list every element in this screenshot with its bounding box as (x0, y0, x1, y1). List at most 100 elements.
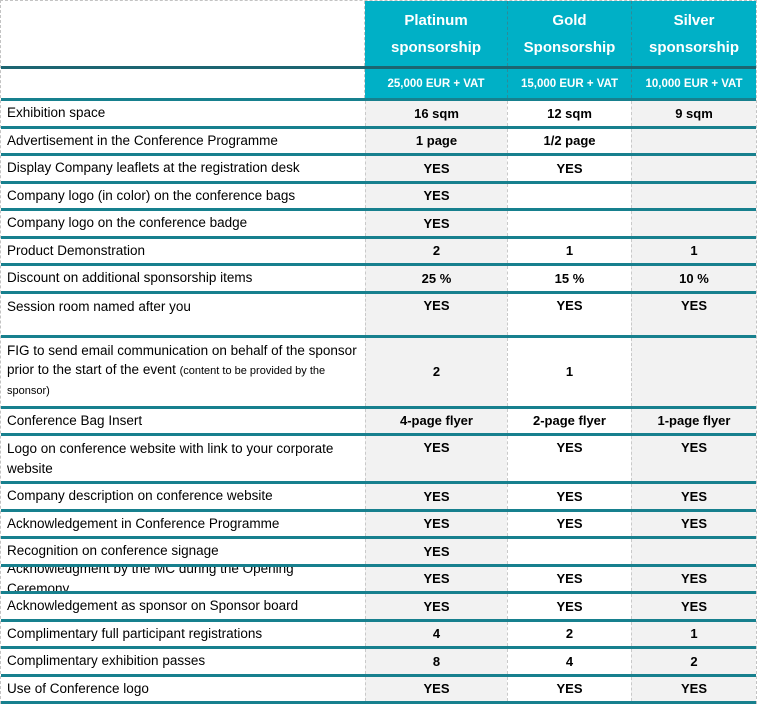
gold-value: YES (507, 511, 631, 536)
table-row: FIG to send email communication on behal… (1, 337, 756, 409)
price-row: 25,000 EUR + VAT 15,000 EUR + VAT 10,000… (1, 69, 756, 101)
gold-value: YES (507, 594, 631, 619)
gold-value: 2 (507, 621, 631, 646)
silver-value: 10 % (631, 266, 756, 291)
platinum-value: 4 (365, 621, 507, 646)
platinum-value: YES (365, 676, 507, 701)
silver-value (631, 211, 756, 236)
table-row: Product Demonstration 2 1 1 (1, 238, 756, 266)
silver-value: YES (631, 484, 756, 509)
feature-label-text: Discount on additional sponsorship items (7, 270, 253, 286)
feature-label-text: Complimentary exhibition passes (7, 653, 206, 669)
feature-label: Logo on conference website with link to … (1, 436, 365, 481)
gold-value: YES (507, 293, 631, 335)
table-row: Complimentary exhibition passes 8 4 2 (1, 649, 756, 677)
silver-value (631, 156, 756, 181)
feature-label-text: Display Company leaflets at the registra… (7, 160, 300, 176)
silver-value: YES (631, 511, 756, 536)
table-row: Use of Conference logo YES YES YES (1, 676, 756, 704)
feature-label-text: Use of Conference logo (7, 680, 149, 696)
silver-value: 9 sqm (631, 101, 756, 126)
platinum-value: YES (365, 594, 507, 619)
gold-value: YES (507, 566, 631, 591)
silver-value (631, 128, 756, 153)
feature-label-text: Acknowledgement as sponsor on Sponsor bo… (7, 598, 299, 614)
table-row: Advertisement in the Conference Programm… (1, 128, 756, 156)
header-spacer-cell (1, 1, 365, 66)
table-row: Conference Bag Insert 4-page flyer 2-pag… (1, 408, 756, 436)
platinum-value: 1 page (365, 128, 507, 153)
feature-label: Complimentary full participant registrat… (1, 621, 365, 646)
table-row: Exhibition space 16 sqm 12 sqm 9 sqm (1, 101, 756, 129)
feature-label-text: Acknowledgment by the MC during the Open… (7, 566, 294, 592)
silver-value (631, 539, 756, 564)
gold-value: 1/2 page (507, 128, 631, 153)
table-row: Company logo (in color) on the conferenc… (1, 183, 756, 211)
gold-value (507, 211, 631, 236)
platinum-value: YES (365, 511, 507, 536)
table-row: Display Company leaflets at the registra… (1, 156, 756, 184)
silver-value: YES (631, 293, 756, 335)
feature-label: Exhibition space (1, 101, 365, 126)
silver-value: 1-page flyer (631, 408, 756, 433)
gold-value: 1 (507, 238, 631, 263)
price-gold: 15,000 EUR + VAT (507, 69, 631, 98)
gold-value: YES (507, 156, 631, 181)
feature-label-text: Complimentary full participant registrat… (7, 625, 263, 641)
price-spacer-cell (1, 69, 365, 98)
silver-value: YES (631, 436, 756, 481)
feature-label-text: FIG to send email communication on behal… (7, 342, 357, 378)
gold-value: 4 (507, 649, 631, 674)
feature-label-text: Conference Bag Insert (7, 412, 143, 428)
price-platinum: 25,000 EUR + VAT (365, 69, 507, 98)
feature-label: Company description on conference websit… (1, 484, 365, 509)
table-row: Session room named after you YES YES YES (1, 293, 756, 338)
platinum-value: 2 (365, 238, 507, 263)
table-row: Company description on conference websit… (1, 484, 756, 512)
silver-value: YES (631, 676, 756, 701)
price-silver: 10,000 EUR + VAT (631, 69, 756, 98)
table-row: Discount on additional sponsorship items… (1, 266, 756, 294)
feature-rows-container: Exhibition space 16 sqm 12 sqm 9 sqm Adv… (1, 101, 756, 704)
table-row: Complimentary full participant registrat… (1, 621, 756, 649)
gold-value: YES (507, 436, 631, 481)
feature-label-text: Product Demonstration (7, 242, 146, 258)
gold-value: YES (507, 484, 631, 509)
platinum-value: YES (365, 436, 507, 481)
feature-label: FIG to send email communication on behal… (1, 337, 365, 406)
platinum-value: 25 % (365, 266, 507, 291)
silver-value (631, 183, 756, 208)
silver-value: 2 (631, 649, 756, 674)
platinum-value: YES (365, 566, 507, 591)
gold-value: 1 (507, 337, 631, 406)
column-header-platinum: Platinum sponsorship (365, 1, 507, 66)
platinum-value: 16 sqm (365, 101, 507, 126)
feature-label-text: Company logo (in color) on the conferenc… (7, 187, 296, 203)
feature-label: Discount on additional sponsorship items (1, 266, 365, 291)
gold-value (507, 183, 631, 208)
feature-label: Use of Conference logo (1, 676, 365, 701)
feature-label: Complimentary exhibition passes (1, 649, 365, 674)
gold-value: YES (507, 676, 631, 701)
feature-label-text: Recognition on conference signage (7, 543, 219, 559)
table-row: Logo on conference website with link to … (1, 436, 756, 484)
feature-label-text: Advertisement in the Conference Programm… (7, 132, 278, 148)
column-header-gold: Gold Sponsorship (507, 1, 631, 66)
feature-label-text: Company logo on the conference badge (7, 215, 248, 231)
platinum-value: YES (365, 539, 507, 564)
platinum-value: YES (365, 183, 507, 208)
table-row: Recognition on conference signage YES (1, 539, 756, 567)
silver-value: 1 (631, 621, 756, 646)
feature-label: Acknowledgment by the MC during the Open… (1, 566, 365, 592)
platinum-value: YES (365, 211, 507, 236)
silver-value (631, 337, 756, 406)
tier-header-row: Platinum sponsorship Gold Sponsorship Si… (1, 1, 756, 69)
gold-value: 15 % (507, 266, 631, 291)
feature-label: Session room named after you (1, 293, 365, 335)
table-row: Company logo on the conference badge YES (1, 211, 756, 239)
feature-label-text: Exhibition space (7, 105, 106, 121)
silver-value: 1 (631, 238, 756, 263)
feature-label: Acknowledgement in Conference Programme (1, 511, 365, 536)
